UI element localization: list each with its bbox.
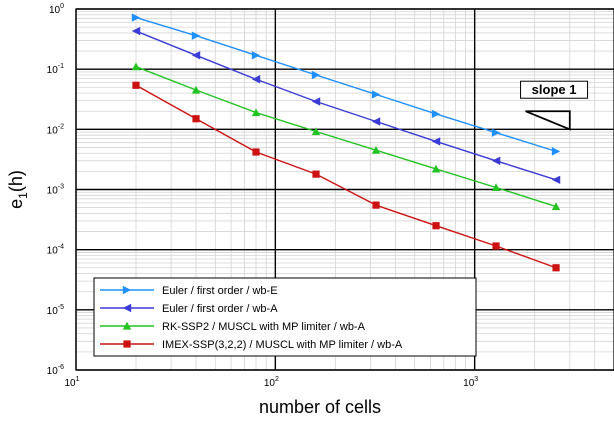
data-point xyxy=(131,62,141,71)
legend-label: Euler / first order / wb-E xyxy=(162,285,278,297)
series-line xyxy=(135,16,557,153)
slope-label: slope 1 xyxy=(532,82,577,97)
y-tick-label: 100 xyxy=(49,3,64,16)
data-point xyxy=(431,109,441,119)
data-point xyxy=(191,85,201,94)
slope-label-box xyxy=(520,80,589,99)
x-tick-label: 102 xyxy=(264,376,279,389)
legend-marker xyxy=(123,340,131,348)
data-point xyxy=(132,81,140,89)
legend: Euler / first order / wb-E Euler / first … xyxy=(93,277,477,357)
legend-item: Euler / first order / wb-A xyxy=(100,303,278,315)
legend-marker xyxy=(122,303,132,313)
x-tick-base: 10 xyxy=(264,378,276,389)
data-point xyxy=(131,26,141,36)
y-axis-label-sub: 1 xyxy=(16,192,30,199)
series-layer xyxy=(131,13,561,272)
x-tick-exp: 1 xyxy=(76,376,80,383)
data-point xyxy=(192,115,200,123)
series-3 xyxy=(131,62,561,211)
series-4 xyxy=(132,81,560,272)
x-tick-base: 10 xyxy=(463,378,475,389)
data-point xyxy=(311,97,321,106)
data-point xyxy=(551,175,561,184)
x-tick-exp: 3 xyxy=(474,376,478,383)
y-tick-base: 10 xyxy=(47,306,59,317)
y-tick-label: 10-2 xyxy=(47,123,64,136)
data-point xyxy=(131,13,141,22)
data-point xyxy=(252,148,260,156)
data-point xyxy=(491,183,501,192)
legend-item: Euler / first order / wb-E xyxy=(100,285,278,297)
y-axis-label-rest: (h) xyxy=(6,170,26,192)
y-tick-exp: -2 xyxy=(58,123,64,130)
legend-label: RK-SSP2 / MUSCL with MP limiter / wb-A xyxy=(162,321,366,333)
y-tick-label: 10-5 xyxy=(47,304,64,317)
y-tick-base: 10 xyxy=(47,186,59,197)
slope-annotation: slope 1 xyxy=(520,80,589,131)
data-point xyxy=(431,164,441,173)
x-tick-label: 103 xyxy=(463,376,478,389)
data-point xyxy=(251,108,261,117)
legend-item: IMEX-SSP(3,2,2) / MUSCL with MP limiter … xyxy=(100,339,403,351)
data-point xyxy=(432,222,440,230)
series-1 xyxy=(131,13,561,156)
data-point xyxy=(251,51,261,60)
data-point xyxy=(312,170,320,178)
legend-label: IMEX-SSP(3,2,2) / MUSCL with MP limiter … xyxy=(162,339,403,351)
y-tick-exp: -1 xyxy=(58,63,64,70)
x-axis-label: number of cells xyxy=(259,397,381,417)
y-tick-label: 10-3 xyxy=(47,184,64,197)
data-point xyxy=(191,51,201,60)
data-point xyxy=(372,201,380,209)
y-tick-label: 10-6 xyxy=(47,364,64,377)
y-tick-base: 10 xyxy=(49,5,61,16)
legend-item: RK-SSP2 / MUSCL with MP limiter / wb-A xyxy=(100,321,366,333)
data-point xyxy=(311,70,321,80)
y-tick-base: 10 xyxy=(47,65,59,76)
y-tick-exp: -5 xyxy=(58,304,64,311)
legend-box xyxy=(93,277,477,357)
x-tick-label: 101 xyxy=(64,376,79,389)
series-line xyxy=(135,84,557,269)
plot-frame xyxy=(75,8,614,371)
data-point xyxy=(311,127,321,136)
y-tick-label: 10-4 xyxy=(47,244,64,257)
data-point xyxy=(551,147,561,156)
x-tick-exp: 2 xyxy=(275,376,279,383)
data-point xyxy=(371,90,381,99)
data-point xyxy=(492,242,500,250)
data-point xyxy=(551,202,561,211)
legend-label: Euler / first order / wb-A xyxy=(162,303,278,315)
y-tick-base: 10 xyxy=(47,366,59,377)
y-axis-label: e1(h) xyxy=(6,170,30,209)
x-tick-base: 10 xyxy=(64,378,76,389)
y-tick-label: 10-1 xyxy=(47,63,64,76)
series-2 xyxy=(131,26,561,184)
y-tick-exp: -3 xyxy=(58,184,64,191)
y-tick-exp: 0 xyxy=(60,3,64,10)
data-point xyxy=(552,264,560,272)
data-point xyxy=(491,128,501,137)
data-point xyxy=(371,145,381,154)
data-point xyxy=(491,156,501,165)
series-line xyxy=(135,66,557,208)
legend-marker xyxy=(122,285,132,295)
y-tick-base: 10 xyxy=(47,125,59,136)
y-tick-exp: -6 xyxy=(58,364,64,371)
data-point xyxy=(251,75,261,84)
series-line xyxy=(135,30,557,181)
y-axis-label-base: e xyxy=(6,199,26,209)
data-point xyxy=(371,117,381,126)
y-tick-base: 10 xyxy=(47,246,59,257)
data-point xyxy=(431,137,441,146)
data-point xyxy=(191,31,201,40)
legend-marker xyxy=(122,321,132,330)
slope-triangle xyxy=(525,110,571,131)
y-tick-exp: -4 xyxy=(58,244,64,251)
